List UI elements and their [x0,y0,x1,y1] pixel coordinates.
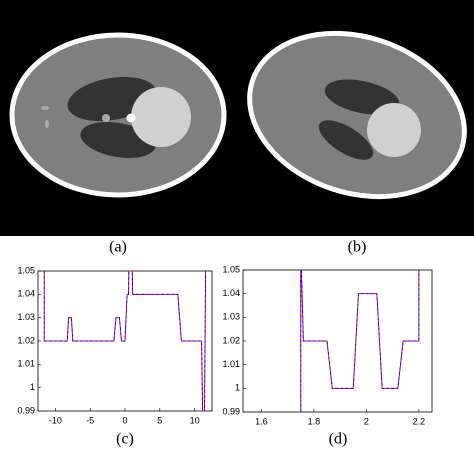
caption: (c) [116,431,134,448]
y-tick-label: 1 [30,382,35,392]
x-tick-label: 1.8 [308,416,321,426]
y-tick-label: 1.01 [17,359,35,369]
y-tick-label: 1.05 [17,265,35,275]
line-series [300,270,420,412]
caption: (d) [329,431,348,448]
x-tick-label: 1.6 [255,416,268,426]
x-tick-label: 5 [157,415,162,425]
plot-area [300,270,420,412]
line-series [43,271,207,411]
phantom-b [247,30,467,200]
line-series [300,270,420,412]
caption: (a) [109,239,127,256]
x-tick-label: 2.2 [413,416,426,426]
y-tick-label: 0.99 [222,406,240,416]
x-tick-label: 2 [364,416,369,426]
y-tick-label: 1.02 [17,335,35,345]
y-tick-label: 1.04 [17,289,35,299]
line-series [43,271,207,411]
caption: (b) [348,239,367,256]
phantom-a [9,32,227,198]
x-tick-label: 0 [122,415,127,425]
y-tick-label: 1.01 [222,359,240,369]
y-tick-label: 1.04 [222,288,240,298]
y-tick-label: 1.05 [222,264,240,274]
y-tick-label: 0.99 [17,405,35,415]
y-tick-label: 1.03 [17,312,35,322]
plot-area [43,271,207,411]
x-tick-label: 10 [190,415,200,425]
x-tick-label: -5 [86,415,94,425]
y-tick-label: 1.03 [222,312,240,322]
x-tick-label: -10 [49,415,62,425]
y-tick-label: 1 [235,383,240,393]
y-tick-label: 1.02 [222,335,240,345]
